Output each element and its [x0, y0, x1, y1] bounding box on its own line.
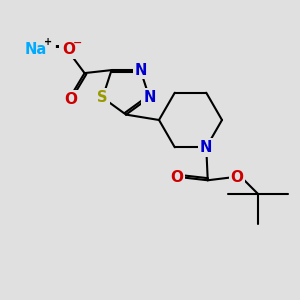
Text: N: N: [143, 90, 156, 105]
Text: Na: Na: [25, 42, 47, 57]
Text: N: N: [200, 140, 212, 155]
Text: +: +: [44, 37, 52, 46]
Text: O: O: [64, 92, 77, 107]
Text: ·: ·: [53, 39, 60, 57]
Text: O: O: [170, 170, 183, 185]
Text: O: O: [230, 170, 243, 185]
Text: O: O: [62, 42, 75, 57]
Text: S: S: [98, 90, 108, 105]
Text: N: N: [134, 63, 147, 78]
Text: −: −: [73, 38, 83, 47]
